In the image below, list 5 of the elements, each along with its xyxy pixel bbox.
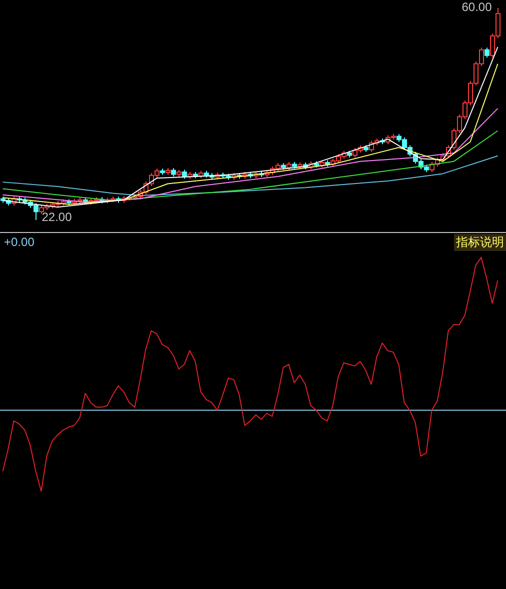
- annotation: 60.00: [462, 0, 492, 14]
- annotation: 22.00: [42, 210, 72, 224]
- text: 指标说明: [454, 234, 506, 251]
- text: +0.00: [4, 235, 34, 249]
- candlestick: [484, 47, 490, 58]
